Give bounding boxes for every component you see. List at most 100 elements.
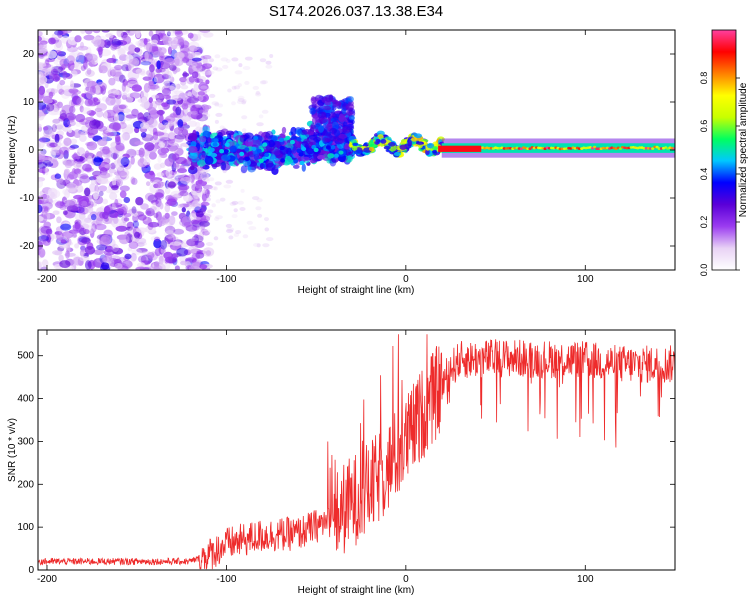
spectral-blob: [110, 42, 118, 51]
spectral-blob: [79, 252, 85, 257]
spectral-blob: [98, 185, 108, 192]
spectral-blob: [183, 221, 193, 228]
spectral-blob: [49, 200, 54, 207]
spectral-blob: [164, 230, 176, 239]
spectral-blob: [171, 253, 179, 260]
spectral-blob: [131, 206, 137, 214]
spectral-blob: [93, 97, 99, 103]
spectral-blob: [93, 156, 102, 167]
spectral-blob: [290, 139, 295, 145]
x-tick-label: 0: [403, 574, 409, 585]
spectral-blob: [256, 122, 264, 127]
spectral-blob: [67, 120, 76, 127]
spectral-blob: [193, 194, 198, 203]
spectral-blob: [76, 173, 85, 179]
spectral-blob: [85, 116, 95, 122]
spectral-blob: [85, 86, 90, 92]
spectral-blob: [53, 41, 64, 52]
spectral-blob: [117, 170, 128, 177]
spectral-blob: [295, 128, 302, 135]
spectral-blob: [253, 242, 261, 247]
spectral-blob: [145, 181, 151, 187]
spectral-blob: [161, 102, 169, 108]
spectral-blob: [338, 133, 348, 139]
spectral-blob: [146, 70, 151, 76]
spectral-blob: [169, 241, 182, 246]
spectral-blob: [75, 113, 86, 123]
spectral-blob: [159, 202, 164, 210]
spectral-blob: [80, 30, 86, 34]
spectral-blob: [114, 64, 123, 71]
spectral-blob: [168, 130, 175, 141]
spectral-blob: [259, 80, 267, 85]
spectral-blob: [163, 122, 172, 130]
spectral-blob: [167, 120, 174, 127]
spectral-blob: [154, 94, 166, 99]
spectral-blob: [39, 194, 49, 201]
spectral-blob: [299, 160, 305, 166]
spectral-blob: [99, 148, 111, 155]
spectral-blob: [222, 64, 229, 69]
spectral-blob: [237, 83, 242, 88]
spectral-blob: [125, 30, 131, 34]
spectral-blob: [209, 186, 217, 191]
spectral-blob: [191, 63, 198, 67]
snr-x-label: Height of straight line (km): [298, 585, 415, 596]
spectral-blob: [248, 226, 257, 231]
spectral-blob: [244, 56, 253, 61]
spectral-blob: [182, 194, 193, 202]
spectral-blob: [233, 232, 240, 237]
spectral-blob: [180, 176, 192, 185]
colorbar-tick-label: 0.6: [699, 120, 709, 133]
spectral-blob: [89, 228, 95, 239]
spectral-blob: [109, 262, 118, 267]
spectral-blob: [213, 236, 219, 241]
spectral-blob: [174, 90, 184, 95]
spectral-blob: [191, 183, 200, 192]
spectral-blob: [44, 165, 49, 176]
spectral-blob: [101, 255, 111, 263]
spectral-blob: [154, 192, 164, 199]
spectral-blob: [201, 150, 206, 158]
spectral-blob: [38, 30, 43, 37]
spectral-blob: [100, 262, 110, 270]
spectral-blob: [158, 47, 167, 55]
spectral-blob: [40, 194, 50, 200]
spectral-blob: [38, 142, 41, 148]
spectral-blob: [318, 125, 324, 134]
spectral-blob: [416, 141, 424, 145]
spectral-blob: [66, 45, 78, 53]
spectral-blob: [205, 179, 210, 184]
spectral-blob: [56, 231, 64, 242]
spectral-blob: [196, 78, 204, 84]
spectral-blob: [81, 163, 92, 172]
spectral-blob: [169, 83, 180, 93]
spectral-blob: [309, 124, 316, 129]
spectral-blob: [219, 197, 226, 202]
spectral-blob: [431, 146, 439, 151]
spectral-blob: [211, 203, 217, 208]
spectral-blob: [102, 149, 112, 158]
spectral-blob: [59, 58, 69, 67]
spectral-blob: [42, 95, 53, 104]
spectral-blob: [98, 246, 105, 253]
spectral-blob: [205, 250, 212, 256]
spectral-blob: [153, 238, 162, 249]
spectral-blob: [291, 146, 297, 154]
spectral-blob: [142, 157, 151, 166]
spectral-blob: [99, 205, 105, 213]
spectral-blob: [149, 170, 155, 176]
spectral-blob: [40, 234, 52, 242]
spectral-blob: [175, 83, 181, 90]
spectral-blob: [38, 136, 47, 143]
spectral-blob: [128, 58, 138, 65]
spectral-blob: [97, 139, 108, 147]
spectral-blob: [184, 261, 191, 268]
spectral-blob: [155, 85, 161, 92]
spectral-blob: [333, 153, 339, 158]
x-tick-label: 0: [403, 274, 409, 285]
spectral-blob: [48, 37, 56, 45]
spectral-blob: [115, 225, 128, 232]
spectral-blob: [117, 47, 126, 57]
spectral-blob: [351, 145, 358, 151]
